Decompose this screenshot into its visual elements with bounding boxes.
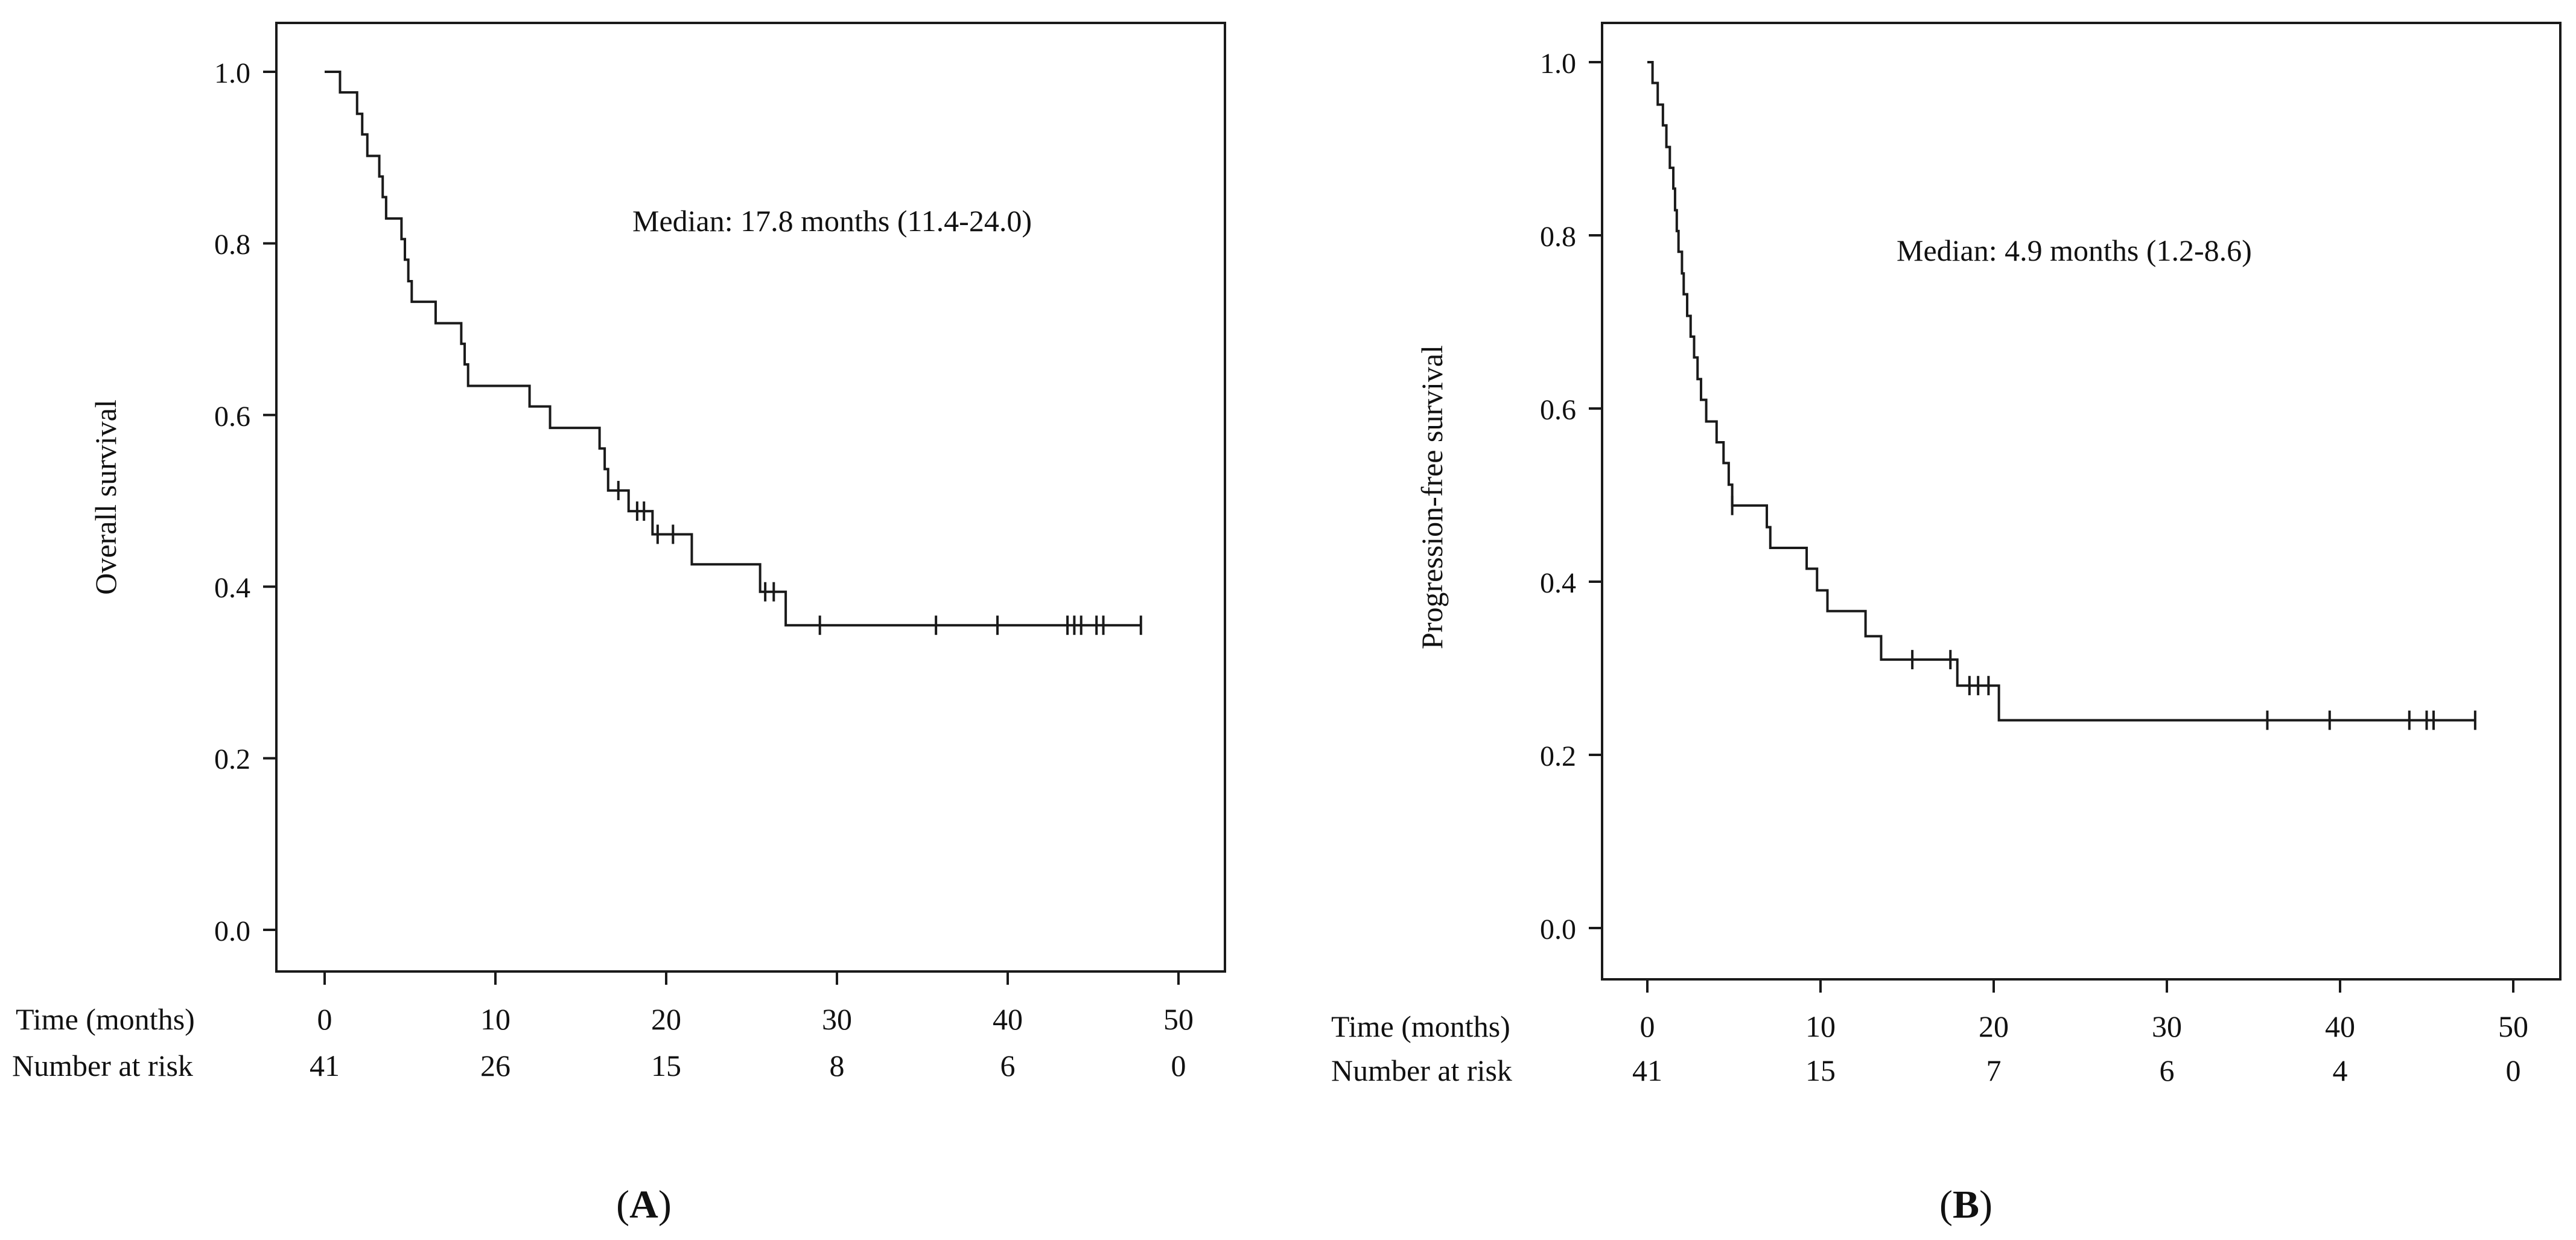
panel-label-b-close: ) — [1979, 1183, 1992, 1227]
median-annotation-a: Median: 17.8 months (11.4-24.0) — [632, 204, 1032, 238]
risk-label-a: Number at risk — [12, 1049, 193, 1083]
risk-count-a-30: 8 — [830, 1049, 845, 1083]
risk-count-a-0: 41 — [310, 1049, 340, 1083]
risk-count-b-0: 41 — [1632, 1054, 1662, 1087]
y-tick-label-b-1: 1.0 — [1540, 48, 1576, 80]
y-tick-label-b-0.2: 0.2 — [1540, 740, 1576, 772]
risk-count-b-20: 7 — [1986, 1054, 2002, 1087]
plot-frame-b — [1601, 22, 2562, 981]
survival-curve-b — [1647, 61, 2475, 722]
panel-label-a: (A) — [616, 1183, 672, 1227]
x-tick-label-a-50: 50 — [1163, 1002, 1194, 1036]
panel-label-b-open: ( — [1939, 1183, 1953, 1227]
y-tick-label-a-0.2: 0.2 — [214, 743, 250, 775]
y-tick-label-b-0.4: 0.4 — [1540, 567, 1576, 599]
risk-count-b-10: 15 — [1805, 1054, 1836, 1087]
survival-curve-a — [325, 71, 1141, 627]
risk-count-b-40: 4 — [2333, 1054, 2348, 1087]
y-tick-label-a-0.8: 0.8 — [214, 229, 250, 261]
x-tick-label-a-40: 40 — [993, 1002, 1023, 1036]
y-tick-label-b-0: 0.0 — [1540, 914, 1576, 946]
y-tick-label-a-0.4: 0.4 — [214, 572, 250, 604]
risk-count-a-10: 26 — [480, 1049, 510, 1083]
panel-label-a-letter: A — [629, 1183, 658, 1227]
x-tick-label-b-10: 10 — [1805, 1009, 1836, 1043]
risk-count-a-40: 6 — [1000, 1049, 1016, 1083]
panel-label-b-letter: B — [1953, 1183, 1979, 1227]
panel-b-progression-free-survival: Progression-free survival Median: 4.9 mo… — [1331, 22, 2562, 1227]
time-label-a: Time (months) — [16, 1002, 195, 1036]
panel-label-b: (B) — [1939, 1183, 1992, 1227]
risk-label-b: Number at risk — [1331, 1054, 1512, 1087]
x-tick-label-a-10: 10 — [480, 1002, 510, 1036]
x-tick-label-a-0: 0 — [317, 1002, 332, 1036]
median-annotation-b: Median: 4.9 months (1.2-8.6) — [1897, 234, 2252, 267]
y-tick-label-a-0: 0.0 — [214, 915, 250, 947]
y-tick-label-a-0.6: 0.6 — [214, 401, 250, 433]
x-tick-label-b-50: 50 — [2498, 1009, 2528, 1043]
x-tick-label-b-0: 0 — [1640, 1009, 1655, 1043]
time-label-b: Time (months) — [1331, 1009, 1510, 1043]
plot-frame-a — [275, 22, 1226, 973]
risk-count-a-20: 15 — [651, 1049, 681, 1083]
risk-count-b-30: 6 — [2160, 1054, 2175, 1087]
y-tick-label-b-0.8: 0.8 — [1540, 221, 1576, 253]
x-tick-label-a-20: 20 — [651, 1002, 681, 1036]
y-tick-label-b-0.6: 0.6 — [1540, 394, 1576, 426]
risk-count-a-50: 0 — [1171, 1049, 1186, 1083]
panel-a-overall-survival: Overall survival Median: 17.8 months (11… — [12, 22, 1226, 1227]
y-tick-label-a-1: 1.0 — [214, 57, 250, 89]
panel-label-a-open: ( — [616, 1183, 629, 1227]
x-tick-label-b-30: 30 — [2152, 1009, 2182, 1043]
y-axis-label-b: Progression-free survival — [1415, 345, 1449, 649]
x-tick-label-a-30: 30 — [822, 1002, 852, 1036]
risk-count-b-50: 0 — [2506, 1054, 2521, 1087]
panel-label-a-close: ) — [658, 1183, 672, 1227]
x-tick-label-b-40: 40 — [2325, 1009, 2355, 1043]
y-axis-label-a: Overall survival — [89, 399, 122, 595]
x-tick-label-b-20: 20 — [1979, 1009, 2009, 1043]
